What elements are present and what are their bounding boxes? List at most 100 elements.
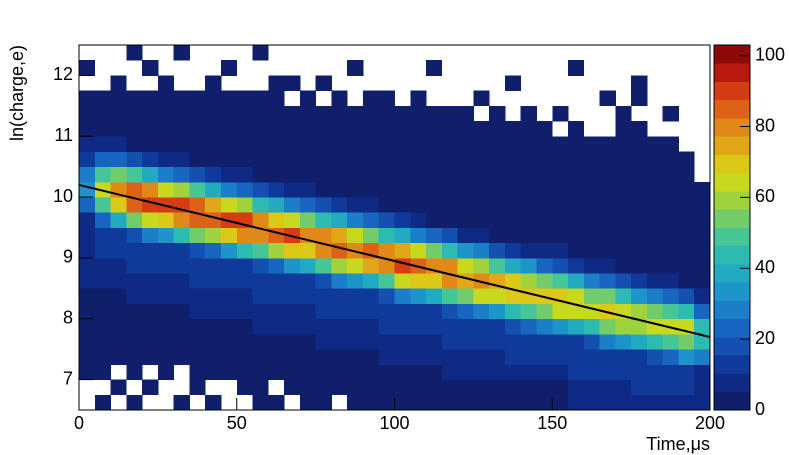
heatmap-cell [268, 136, 285, 152]
heatmap-cell [189, 333, 206, 350]
heatmap-cell [220, 364, 238, 380]
heatmap-cell [583, 303, 600, 320]
heatmap-cell [378, 379, 395, 396]
heatmap-cell [426, 227, 443, 244]
heatmap-cell [79, 181, 96, 198]
heatmap-cell [94, 242, 111, 259]
heatmap-cell [362, 166, 380, 183]
heatmap-cell [599, 318, 616, 335]
heatmap-cell [694, 333, 711, 350]
heatmap-cell [205, 288, 222, 304]
heatmap-cell [220, 257, 238, 274]
heatmap-cell [441, 181, 458, 198]
heatmap-cell [284, 151, 301, 168]
heatmap-cell [110, 379, 127, 396]
heatmap-cell [268, 242, 285, 259]
heatmap-cell [536, 136, 553, 152]
heatmap-cell [441, 166, 458, 183]
heatmap-cell [631, 303, 648, 320]
heatmap-cell [173, 242, 190, 259]
heatmap-cell [299, 151, 317, 168]
heatmap-cell [583, 212, 600, 228]
heatmap-cell [284, 288, 301, 304]
heatmap-cell [599, 364, 616, 380]
heatmap-cell [157, 105, 175, 122]
heatmap-cell [331, 151, 348, 168]
heatmap-cell [126, 318, 143, 335]
heatmap-cell [536, 166, 553, 183]
heatmap-cell [615, 227, 632, 244]
y-tick-label: 10 [53, 186, 73, 206]
colorbar-band [714, 245, 750, 265]
heatmap-cell [220, 333, 238, 350]
heatmap-cell [157, 212, 175, 228]
heatmap-cell [410, 394, 427, 411]
heatmap-cell [220, 318, 238, 335]
heatmap-cell [331, 90, 348, 107]
heatmap-cell [110, 349, 127, 365]
colorbar-tick-label: 20 [755, 328, 775, 348]
heatmap-cell [157, 242, 175, 259]
heatmap-cell [646, 364, 664, 380]
heatmap-cell [646, 242, 664, 259]
heatmap-cell [347, 136, 364, 152]
heatmap-cell [678, 181, 695, 198]
heatmap-cell [79, 273, 96, 289]
colorbar-band [714, 264, 750, 283]
heatmap-cell [347, 181, 364, 198]
heatmap-cell [220, 136, 238, 152]
heatmap-cell [315, 227, 332, 244]
heatmap-cell [252, 227, 269, 244]
heatmap-cell [284, 333, 301, 350]
heatmap-cell [110, 136, 127, 152]
heatmap-cell [504, 197, 522, 213]
heatmap-cell [583, 394, 600, 411]
heatmap-cell [520, 364, 537, 380]
heatmap-cell [362, 197, 380, 213]
colorbar-tick-label: 80 [755, 115, 775, 135]
y-tick-label: 7 [63, 368, 73, 388]
heatmap-cell [252, 349, 269, 365]
heatmap-cell [394, 273, 411, 289]
heatmap-cell [504, 288, 522, 304]
heatmap-cell [410, 105, 427, 122]
heatmap-cell [426, 318, 443, 335]
heatmap-cell [142, 333, 159, 350]
heatmap-cell [473, 166, 490, 183]
heatmap-cell [299, 105, 317, 122]
heatmap-cell [110, 75, 127, 92]
heatmap-cell [220, 242, 238, 259]
colorbar-band [714, 45, 750, 64]
heatmap-cell [205, 151, 222, 168]
heatmap-cell [457, 333, 474, 350]
heatmap-cell [315, 303, 332, 320]
heatmap-cell [504, 257, 522, 274]
heatmap-cell [252, 121, 269, 137]
heatmap-cell [347, 394, 364, 411]
heatmap-cell [583, 288, 600, 304]
heatmap-cell [536, 197, 553, 213]
heatmap-cell [299, 273, 317, 289]
heatmap-cell [473, 121, 490, 137]
heatmap-cell [79, 105, 96, 122]
heatmap-cell [568, 181, 585, 198]
heatmap-cell [457, 181, 474, 198]
heatmap-cell [520, 273, 537, 289]
heatmap-cell [347, 364, 364, 380]
heatmap-cell [473, 364, 490, 380]
heatmap-cell [347, 166, 364, 183]
heatmap-cell [568, 318, 585, 335]
heatmap-cell [378, 333, 395, 350]
heatmap-cell [315, 333, 332, 350]
heatmap-cell [173, 394, 190, 411]
heatmap-cell [315, 257, 332, 274]
heatmap-cell [394, 242, 411, 259]
heatmap-cell [126, 227, 143, 244]
heatmap-cell [157, 75, 175, 92]
heatmap-cell [299, 318, 317, 335]
heatmap-cell [331, 227, 348, 244]
heatmap-cell [315, 121, 332, 137]
heatmap-cell [205, 90, 222, 107]
heatmap-cell [694, 197, 711, 213]
heatmap-cell [268, 349, 285, 365]
